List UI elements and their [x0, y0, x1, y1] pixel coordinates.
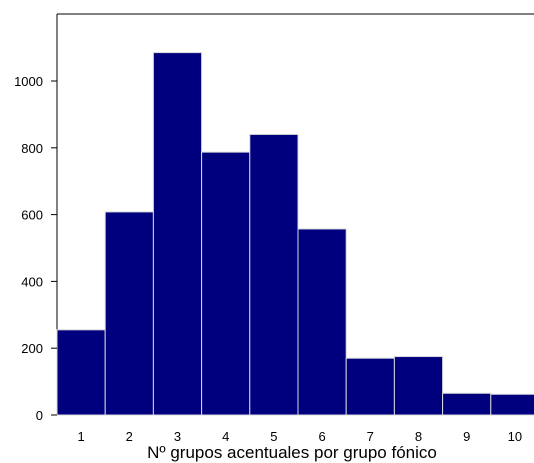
x-tick-label: 1	[77, 429, 84, 444]
x-axis-ticks: 1 2 3 4 5 6 7 8 9 10	[77, 429, 522, 444]
bar-1	[56, 329, 106, 416]
x-axis-title: Nº grupos acentuales por grupo fónico	[147, 443, 437, 462]
bar-9	[442, 392, 492, 416]
x-tick-label: 8	[415, 429, 422, 444]
x-tick-label: 3	[174, 429, 181, 444]
bar-10	[490, 393, 534, 416]
bar-4	[201, 151, 251, 416]
bar-5	[249, 133, 299, 416]
bar-7	[345, 357, 395, 416]
bar-3	[152, 52, 203, 416]
y-tick-label: 800	[21, 141, 43, 156]
x-tick-label: 2	[126, 429, 133, 444]
x-tick-label: 4	[222, 429, 229, 444]
y-tick-label: 400	[21, 274, 43, 289]
y-tick-label: 0	[36, 408, 43, 423]
bar-2	[104, 211, 154, 416]
x-tick-label: 9	[463, 429, 470, 444]
x-tick-label: 6	[318, 429, 325, 444]
bars-group	[56, 52, 534, 416]
x-tick-label: 10	[508, 429, 522, 444]
x-tick-label: 7	[367, 429, 374, 444]
y-axis-ticks: 0 200 400 600 800 1000	[14, 74, 57, 423]
y-tick-label: 1000	[14, 74, 43, 89]
x-tick-label: 5	[270, 429, 277, 444]
bar-8	[393, 356, 444, 416]
y-tick-label: 600	[21, 208, 43, 223]
bar-6	[297, 228, 347, 416]
y-tick-label: 200	[21, 341, 43, 356]
